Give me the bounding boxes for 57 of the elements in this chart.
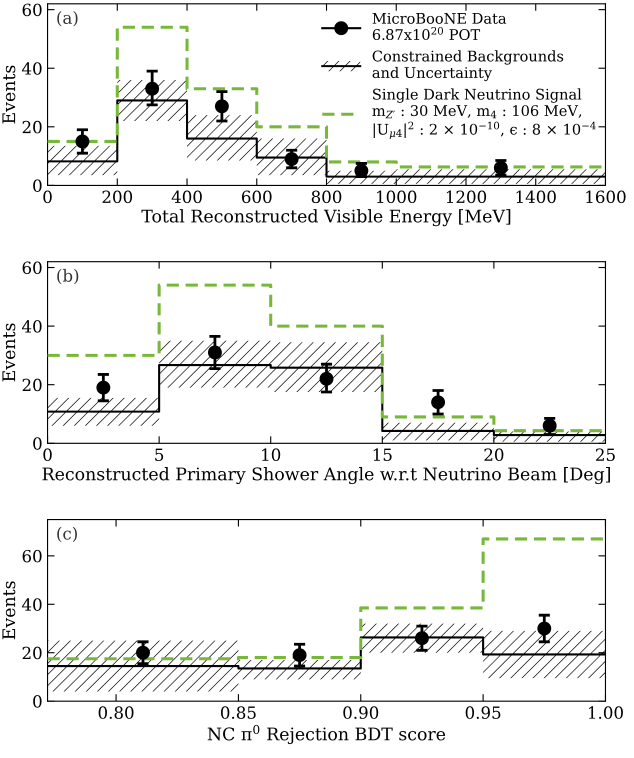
x-tick-label: 0.90 (343, 706, 378, 719)
y-tick-label: 60 (22, 550, 42, 562)
y-tick-label: 40 (22, 598, 42, 611)
point (208, 346, 222, 360)
y-tick-label: 20 (22, 378, 42, 392)
x-tick-label: 0 (43, 190, 52, 204)
x-tick-label: 5 (155, 448, 164, 462)
x-tick-label: 1000 (377, 190, 416, 204)
y-tick-label: 20 (22, 646, 42, 660)
x-tick-label: 0.95 (466, 706, 500, 719)
y-tick-label: 0 (33, 695, 42, 708)
legend-label: Constrained Backgrounds and Uncertainty (372, 50, 564, 82)
x-axis-title: NC π$^{0}$ Rejection BDT score (208, 724, 446, 744)
x-tick-label: 1600 (586, 190, 626, 204)
legend-label: MicroBooNE Data 6.87x10$^{20}$ POT (372, 12, 506, 40)
x-tick-label: 15 (374, 448, 392, 462)
x-tick-label: 1.00 (588, 706, 623, 719)
point (284, 152, 299, 166)
point (542, 418, 557, 433)
x-tick-label: 600 (242, 190, 272, 204)
x-tick-label: 20 (484, 448, 504, 462)
y-tick-label: 20 (22, 120, 42, 134)
point (136, 646, 150, 660)
y-axis-title: Events (2, 581, 16, 640)
point (75, 134, 90, 148)
point (214, 99, 229, 114)
point (537, 622, 552, 636)
y-tick-label: 40 (22, 320, 42, 333)
x-tick-label: 10 (262, 448, 280, 462)
x-tick-label: 0.85 (220, 706, 256, 719)
point (292, 648, 307, 662)
y-tick-label: 60 (22, 261, 42, 274)
x-tick-label: 1200 (446, 190, 486, 204)
x-tick-label: 800 (312, 190, 342, 204)
annotation: (a) (57, 11, 78, 26)
x-tick-label: 400 (172, 190, 202, 204)
x-tick-label: 200 (102, 190, 132, 204)
y-axis-title: Events (2, 66, 16, 124)
x-tick-label: 0 (43, 448, 52, 462)
point (415, 631, 429, 646)
x-axis-title: Reconstructed Primary Shower Angle w.r.t Neutrino Beam [Deg] (42, 467, 610, 484)
annotation: (c) (57, 526, 77, 542)
annotation: (b) (57, 268, 78, 284)
x-tick-label: 0.80 (98, 706, 134, 719)
point (96, 380, 110, 395)
y-axis-title: Events (2, 323, 16, 382)
point (145, 82, 160, 96)
y-tick-label: 0 (33, 179, 42, 192)
y-tick-label: 0 (33, 437, 42, 450)
x-tick-label: 25 (596, 448, 615, 462)
x-tick-label: 1400 (516, 190, 556, 204)
y-tick-label: 60 (22, 4, 42, 16)
x-axis-title: Total Reconstructed Visible Energy [MeV] (141, 209, 510, 226)
text: Single Dark Neutrino Signal m$_{Z′}$ : 30 MeV, m$_{4}$ : 106 MeV, |U$_{μ4}$|$^{2}$ : 2 × 10$^{−10}$, ϵ : 8 × 10$^{−4}$ (372, 88, 596, 139)
point (320, 372, 334, 386)
y-tick-label: 40 (22, 62, 42, 75)
point (431, 395, 446, 410)
